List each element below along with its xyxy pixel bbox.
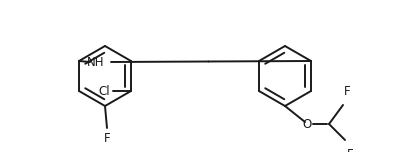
Text: F: F [104, 132, 110, 145]
Text: Cl: Cl [98, 85, 110, 97]
Text: O: O [302, 117, 312, 131]
Text: F: F [347, 148, 353, 152]
Text: F: F [344, 85, 350, 98]
Text: NH: NH [87, 55, 105, 69]
